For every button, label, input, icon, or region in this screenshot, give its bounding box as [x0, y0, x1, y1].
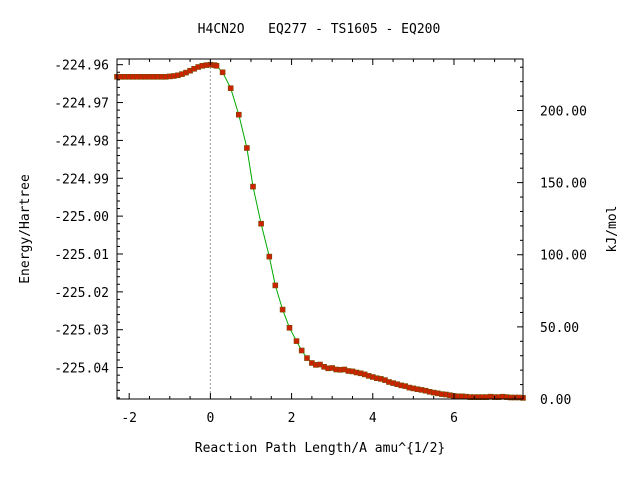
data-point: [250, 183, 256, 190]
y2-axis-label: kJ/mol: [605, 206, 620, 253]
y2-tick-label: 100.00: [540, 249, 587, 264]
y-axis-right: 0.00 50.00 100.00 150.00 200.00: [517, 66, 587, 408]
y-tick-label: -225.03: [54, 324, 109, 339]
y-tick-label: -225.04: [54, 362, 109, 377]
data-point: [227, 85, 234, 91]
data-point: [293, 338, 300, 344]
data-point: [266, 253, 273, 260]
y2-tick-label: 50.00: [540, 321, 579, 336]
chart-title: H4CN2O EQ277 - TS1605 - EQ200: [198, 22, 441, 37]
x-axis: -2 0 2 4 6: [121, 59, 516, 426]
y2-tick-label: 200.00: [540, 104, 587, 119]
plot-area-frame: [116, 58, 524, 400]
y-tick-label: -225.01: [54, 248, 109, 263]
x-tick-label: -2: [121, 411, 137, 426]
data-points-group: [114, 61, 526, 401]
y-tick-label: -225.02: [54, 286, 109, 301]
y2-tick-label: 150.00: [540, 177, 587, 192]
data-point: [236, 111, 242, 118]
x-tick-label: 6: [450, 411, 458, 426]
x-tick-label: 2: [288, 411, 296, 426]
y-axis-left: -224.96 -224.97 -224.98 -224.99 -225.00 -225.…: [54, 59, 123, 399]
data-point: [258, 220, 264, 227]
y-tick-label: -224.96: [54, 59, 109, 74]
data-point: [272, 282, 279, 289]
y2-tick-label: 0.00: [540, 393, 571, 408]
y-tick-label: -224.97: [54, 97, 109, 112]
y-tick-label: -224.99: [54, 172, 109, 187]
data-point: [298, 347, 305, 354]
series-line-group: [117, 64, 524, 399]
y-tick-label: -224.98: [54, 134, 109, 149]
data-point: [244, 145, 250, 151]
x-tick-label: 4: [369, 411, 377, 426]
data-point: [286, 324, 293, 331]
x-axis-label: Reaction Path Length/A amu^{1/2}: [195, 441, 445, 456]
data-point: [304, 355, 310, 361]
series-line: [117, 64, 524, 399]
x-tick-label: 0: [206, 411, 214, 426]
data-point: [219, 69, 226, 76]
data-point: [279, 306, 286, 313]
y-tick-label: -225.00: [54, 210, 109, 225]
y-axis-label: Energy/Hartree: [18, 174, 33, 284]
data-point: [213, 62, 220, 69]
